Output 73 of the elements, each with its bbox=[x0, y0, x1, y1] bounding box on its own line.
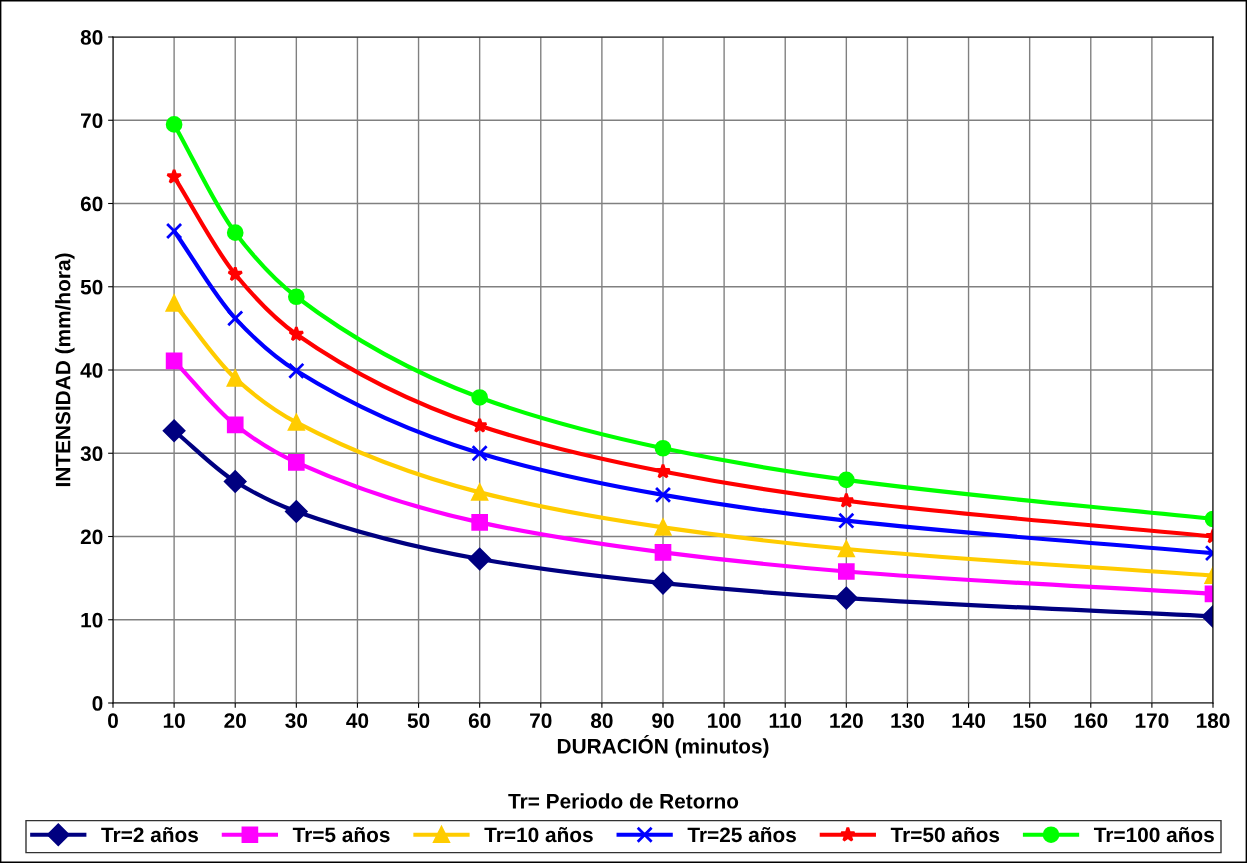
point bbox=[288, 414, 305, 431]
point bbox=[838, 563, 855, 580]
x-tick-label: 110 bbox=[769, 713, 802, 729]
point bbox=[654, 439, 672, 457]
x-tick-label: 40 bbox=[346, 713, 369, 729]
point bbox=[471, 514, 488, 531]
legend-label: Tr=100 años bbox=[1093, 826, 1214, 843]
point bbox=[288, 454, 305, 471]
x-tick-label: 150 bbox=[1013, 713, 1047, 729]
point bbox=[838, 540, 855, 558]
point bbox=[165, 352, 183, 370]
point bbox=[654, 543, 672, 561]
x-tick-label: 90 bbox=[652, 713, 674, 729]
point bbox=[471, 417, 488, 433]
point bbox=[288, 288, 305, 306]
y-tick-label: 80 bbox=[80, 30, 103, 45]
legend-label: Tr=5 años bbox=[292, 826, 390, 843]
point bbox=[471, 484, 488, 501]
x-tick-label: 170 bbox=[1135, 713, 1169, 729]
point bbox=[285, 500, 308, 523]
x-tick-label: 120 bbox=[830, 713, 863, 729]
point bbox=[162, 419, 186, 442]
legend-label: Tr=10 años bbox=[484, 826, 593, 843]
point bbox=[835, 586, 858, 610]
y-tick-label: 70 bbox=[81, 113, 103, 128]
point bbox=[468, 547, 491, 571]
y-tick-label: 40 bbox=[80, 363, 103, 378]
y-tick-label: 50 bbox=[80, 279, 103, 295]
point bbox=[655, 463, 671, 479]
point bbox=[471, 444, 488, 462]
point bbox=[165, 295, 183, 312]
x-tick-label: 180 bbox=[1196, 713, 1230, 729]
point bbox=[165, 116, 183, 133]
point bbox=[166, 168, 183, 184]
x-tick-label: 80 bbox=[590, 713, 613, 729]
point bbox=[226, 416, 244, 434]
point bbox=[226, 224, 244, 241]
y-tick-label: 0 bbox=[92, 696, 103, 711]
y-tick-label: 60 bbox=[80, 196, 103, 212]
x-tick-label: 20 bbox=[224, 713, 246, 729]
point bbox=[838, 471, 855, 489]
text: Tr= Periodo de Retorno bbox=[508, 793, 739, 809]
point bbox=[227, 265, 244, 282]
legend-label: Tr=2 años bbox=[101, 826, 198, 843]
point bbox=[288, 362, 305, 380]
legend-label: Tr=50 años bbox=[890, 826, 1000, 843]
x-tick-label: 30 bbox=[285, 713, 308, 729]
y-tick-label: 20 bbox=[80, 529, 103, 545]
point bbox=[654, 486, 672, 504]
point bbox=[226, 310, 244, 327]
x-tick-label: 50 bbox=[407, 713, 430, 729]
y-axis-title: INTENSIDAD (mm/hora) bbox=[55, 253, 75, 487]
point bbox=[288, 325, 305, 342]
x-tick-label: 130 bbox=[891, 713, 924, 729]
x-tick-label: 160 bbox=[1074, 713, 1108, 729]
y-tick-label: 30 bbox=[80, 446, 103, 462]
point bbox=[651, 571, 675, 595]
point bbox=[838, 492, 855, 508]
point bbox=[224, 470, 247, 493]
legend-label: Tr=25 años bbox=[687, 826, 796, 843]
point bbox=[226, 369, 244, 387]
point bbox=[165, 222, 183, 240]
x-tick-label: 140 bbox=[952, 713, 986, 729]
point bbox=[471, 389, 488, 406]
x-tick-label: 60 bbox=[468, 713, 491, 729]
x-tick-label: 100 bbox=[708, 713, 741, 729]
x-tick-label: 70 bbox=[530, 713, 552, 729]
point bbox=[838, 512, 855, 530]
x-tick-label: 10 bbox=[163, 713, 185, 729]
x-axis-title: DURACIÓN (minutos) bbox=[557, 734, 769, 758]
y-tick-label: 10 bbox=[81, 612, 103, 628]
point bbox=[654, 519, 672, 536]
x-tick-label: 0 bbox=[108, 713, 118, 729]
